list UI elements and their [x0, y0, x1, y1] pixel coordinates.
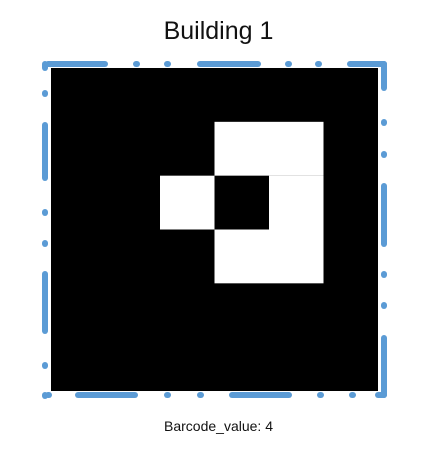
marker-cell-white [214, 229, 269, 284]
marker-title: Building 1 [163, 17, 274, 45]
dashed-border [42, 61, 387, 399]
marker-cell-white [269, 229, 324, 284]
marker-cell-white [269, 121, 324, 176]
marker-cell-white [214, 121, 269, 176]
barcode-value-label: Barcode_value: 4 [164, 418, 273, 434]
marker-cell-white [269, 175, 324, 230]
marker-cell-white [160, 175, 215, 230]
marker-cells [160, 121, 324, 284]
